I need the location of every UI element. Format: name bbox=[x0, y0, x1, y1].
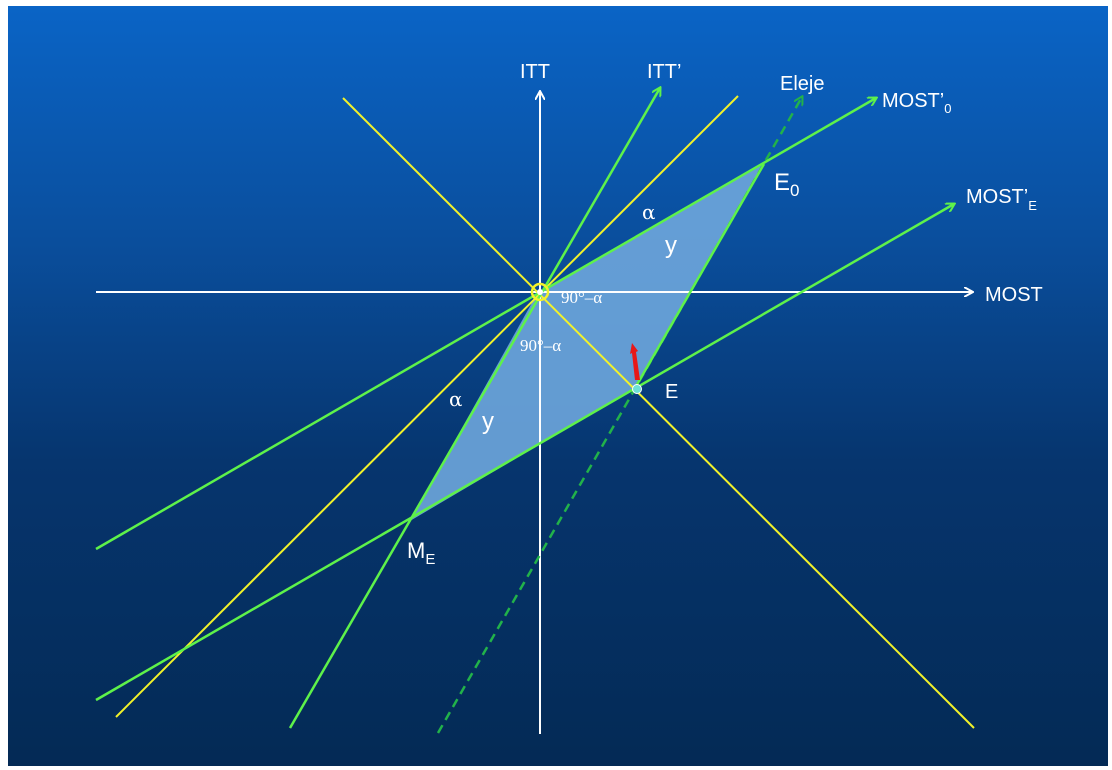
yellow-line-ascending bbox=[115, 95, 739, 718]
label-angle-right: 90°–α bbox=[561, 288, 602, 307]
label-e: E bbox=[665, 381, 678, 403]
label-y-left: y bbox=[482, 408, 494, 435]
label-me-main: M bbox=[407, 538, 425, 563]
label-me: ME bbox=[407, 538, 435, 568]
label-moste: MOST’E bbox=[966, 186, 1037, 213]
label-most: MOST bbox=[985, 284, 1043, 306]
label-e0-sub: 0 bbox=[790, 181, 799, 200]
label-moste-main: MOST’ bbox=[966, 186, 1028, 208]
geometry-diagram: ITT ITT’ Eleje MOST’0 MOST’E MOST E0 E M… bbox=[95, 61, 1043, 734]
label-e0-main: E bbox=[774, 169, 790, 196]
label-y-top: y bbox=[665, 232, 677, 259]
parallelogram-edge-right bbox=[633, 163, 766, 389]
label-alpha-top: α bbox=[642, 200, 656, 224]
red-arrow bbox=[630, 343, 640, 380]
diagram-slide: ITT ITT’ Eleje MOST’0 MOST’E MOST E0 E M… bbox=[8, 6, 1108, 766]
origin-marker bbox=[530, 282, 550, 302]
most0-line bbox=[95, 98, 876, 551]
label-alpha-left: α bbox=[449, 387, 463, 411]
label-e0: E0 bbox=[774, 169, 799, 200]
label-itt: ITT bbox=[520, 61, 550, 83]
label-moste-sub: E bbox=[1028, 198, 1037, 213]
label-most0-main: MOST’ bbox=[882, 90, 944, 112]
origin-dot bbox=[537, 289, 543, 295]
label-most0-sub: 0 bbox=[944, 101, 951, 116]
label-most0: MOST’0 bbox=[882, 90, 951, 116]
yellow-line-descending bbox=[342, 97, 975, 729]
moste-line bbox=[95, 204, 954, 702]
itt-prime-line bbox=[288, 88, 660, 729]
label-me-sub: E bbox=[425, 551, 435, 568]
point-e-marker bbox=[632, 384, 642, 394]
eleje-line bbox=[436, 97, 802, 734]
label-angle-below: 90°–α bbox=[520, 336, 561, 355]
label-eleje: Eleje bbox=[780, 73, 824, 95]
label-itt-prime: ITT’ bbox=[647, 61, 681, 83]
